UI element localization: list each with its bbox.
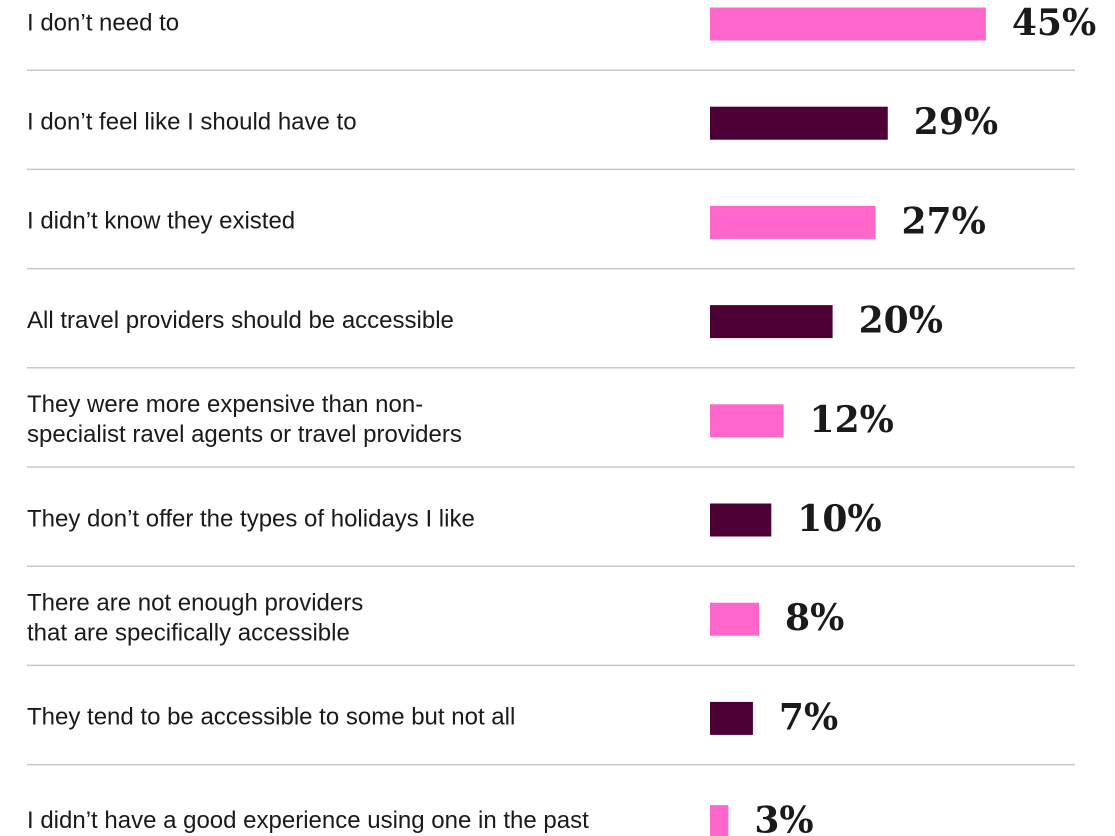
value-label: 12% bbox=[810, 399, 894, 441]
category-label-line: There are not enough providers bbox=[27, 590, 363, 617]
category-label: They were more expensive than non-specia… bbox=[27, 391, 462, 448]
bar bbox=[710, 602, 760, 636]
category-label-line: I don’t need to bbox=[27, 9, 179, 36]
bar bbox=[710, 106, 888, 140]
bar bbox=[710, 7, 986, 41]
category-label-line: I didn’t have a good experience using on… bbox=[27, 807, 589, 834]
bar bbox=[710, 805, 729, 836]
category-label-line: I didn’t know they existed bbox=[27, 208, 295, 235]
category-label: I didn’t know they existed bbox=[27, 208, 295, 235]
bar bbox=[710, 503, 772, 537]
bar bbox=[710, 205, 876, 239]
category-label-line: They don’t offer the types of holidays I… bbox=[27, 505, 475, 532]
category-label-line: specialist ravel agents or travel provid… bbox=[27, 421, 462, 448]
category-label-line: that are specifically accessible bbox=[27, 620, 350, 647]
value-label: 29% bbox=[914, 101, 998, 143]
value-label: 3% bbox=[754, 800, 813, 836]
bar bbox=[710, 305, 833, 339]
category-label: They don’t offer the types of holidays I… bbox=[27, 505, 475, 532]
category-label: All travel providers should be accessibl… bbox=[27, 307, 454, 334]
value-label: 7% bbox=[779, 696, 838, 738]
value-label: 27% bbox=[902, 200, 986, 242]
category-label: There are not enough providers that are s… bbox=[27, 590, 363, 647]
value-label: 20% bbox=[859, 300, 943, 342]
category-label-line: I don’t feel like I should have to bbox=[27, 109, 357, 136]
category-label: I don’t need to bbox=[27, 9, 179, 36]
category-label-line: They tend to be accessible to some but n… bbox=[27, 704, 515, 731]
value-label: 8% bbox=[785, 597, 844, 639]
bar bbox=[710, 404, 784, 438]
value-label: 10% bbox=[797, 498, 881, 540]
category-label: They tend to be accessible to some but n… bbox=[27, 704, 515, 731]
bar bbox=[710, 701, 753, 735]
category-label-line: All travel providers should be accessibl… bbox=[27, 307, 454, 334]
category-label-line: They were more expensive than non- bbox=[27, 391, 423, 418]
value-label: 45% bbox=[1012, 2, 1096, 44]
category-label: I didn’t have a good experience using on… bbox=[27, 807, 589, 834]
category-label: I don’t feel like I should have to bbox=[27, 109, 357, 136]
